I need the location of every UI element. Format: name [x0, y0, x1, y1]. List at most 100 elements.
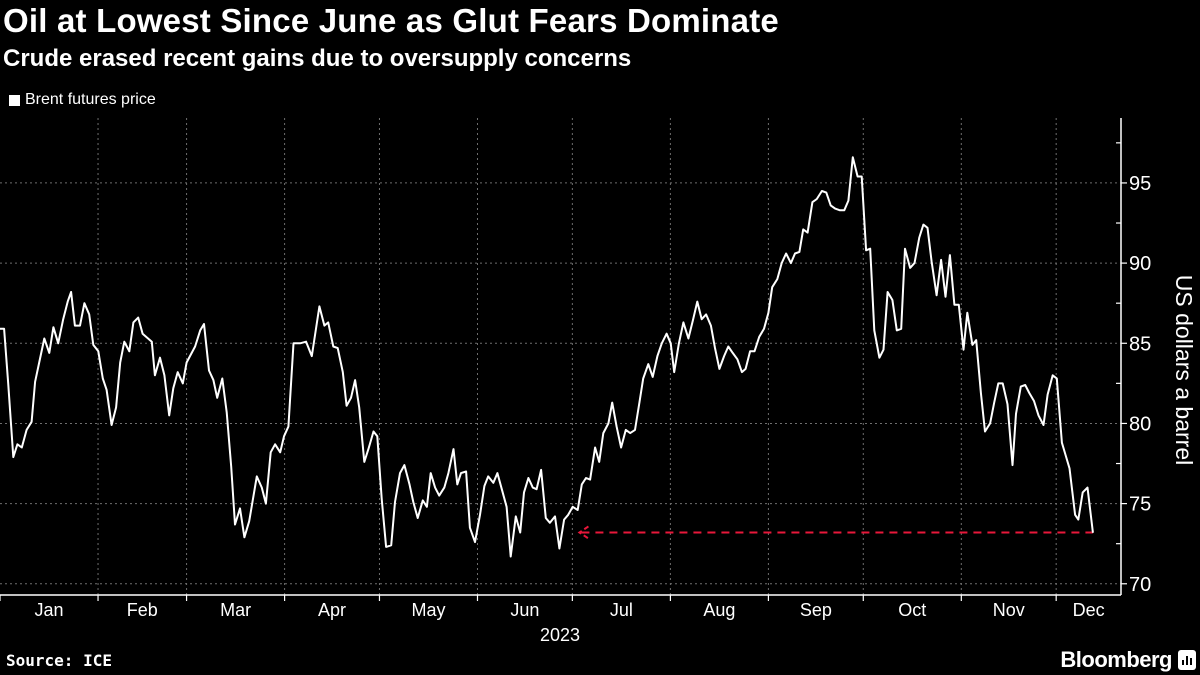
data-point	[781, 262, 783, 264]
data-point	[936, 294, 938, 296]
data-point	[265, 503, 267, 505]
data-point	[532, 487, 534, 489]
data-point	[913, 262, 916, 264]
data-point	[279, 451, 281, 453]
data-point	[447, 472, 449, 474]
data-point	[203, 323, 205, 325]
data-point	[1020, 386, 1022, 388]
data-point	[350, 397, 352, 399]
data-point	[670, 342, 672, 344]
data-point	[3, 328, 5, 330]
data-point	[527, 477, 530, 479]
data-point	[465, 470, 467, 473]
data-point	[460, 472, 462, 474]
data-point	[798, 251, 801, 253]
data-point	[953, 304, 956, 306]
data-point	[656, 355, 659, 357]
data-point	[399, 472, 401, 474]
data-point	[208, 369, 210, 372]
y-tick-label: 80	[1129, 413, 1151, 435]
data-point	[523, 491, 525, 493]
data-point	[154, 374, 156, 376]
data-point	[216, 397, 218, 399]
data-point	[354, 379, 356, 381]
data-point	[422, 499, 424, 501]
data-point	[299, 342, 301, 344]
data-point	[137, 317, 139, 319]
x-tick-label: Mar	[220, 600, 251, 620]
data-point	[186, 361, 188, 364]
data-point	[705, 313, 707, 315]
data-point	[816, 198, 818, 200]
data-point	[106, 389, 108, 391]
data-point	[607, 422, 610, 424]
data-point	[563, 519, 565, 521]
data-point	[861, 175, 863, 178]
data-point	[549, 522, 551, 524]
data-point	[647, 363, 649, 365]
data-point	[821, 190, 823, 192]
data-point	[944, 296, 947, 298]
data-point	[57, 342, 59, 344]
data-point	[283, 435, 285, 437]
data-point	[363, 461, 365, 463]
data-point	[70, 291, 72, 293]
data-point	[825, 192, 827, 194]
data-point	[673, 371, 675, 373]
data-point	[847, 200, 850, 202]
x-tick-label: Nov	[993, 600, 1025, 620]
data-point	[852, 156, 854, 158]
data-point	[97, 350, 99, 352]
x-tick-label: Apr	[318, 600, 346, 620]
data-point	[975, 339, 977, 341]
data-point	[26, 429, 28, 431]
y-tick-label: 95	[1129, 173, 1151, 195]
legend-swatch	[9, 94, 20, 106]
x-tick-label: Jun	[510, 600, 539, 620]
data-point	[79, 325, 81, 327]
data-point	[909, 267, 911, 269]
data-point	[642, 377, 644, 380]
data-point	[438, 495, 440, 497]
data-point	[83, 302, 85, 304]
data-point	[857, 175, 859, 178]
data-point	[585, 477, 587, 479]
data-point	[311, 355, 313, 357]
data-point	[342, 371, 344, 373]
bloomberg-logo: Bloomberg	[1060, 647, 1172, 672]
data-point	[496, 472, 498, 474]
data-point	[940, 259, 942, 261]
data-point	[456, 483, 458, 485]
data-point	[807, 232, 809, 234]
data-point	[430, 472, 432, 474]
data-point	[248, 520, 250, 522]
data-point	[891, 299, 894, 301]
data-point	[1074, 514, 1076, 516]
data-point	[123, 341, 125, 343]
data-point	[182, 382, 184, 384]
data-point	[577, 509, 579, 511]
data-point	[918, 236, 920, 239]
data-point	[616, 426, 618, 428]
y-axis-title: US dollars a barrel	[1171, 275, 1197, 465]
data-point	[434, 487, 436, 489]
data-point	[483, 485, 485, 487]
data-point	[652, 376, 654, 378]
data-point	[1033, 400, 1035, 402]
y-tick-label: 75	[1129, 494, 1151, 516]
data-point	[741, 371, 743, 373]
data-point	[358, 406, 360, 408]
data-point	[602, 432, 604, 434]
data-point	[408, 483, 411, 485]
data-point	[31, 421, 33, 423]
gridlines	[0, 118, 1121, 595]
data-point	[7, 382, 9, 384]
data-point	[417, 517, 419, 519]
data-point	[540, 469, 542, 471]
data-point	[962, 349, 965, 351]
data-point	[151, 341, 153, 343]
data-point	[776, 278, 778, 280]
data-point	[426, 506, 428, 508]
data-point	[767, 312, 770, 314]
data-point	[243, 536, 245, 538]
